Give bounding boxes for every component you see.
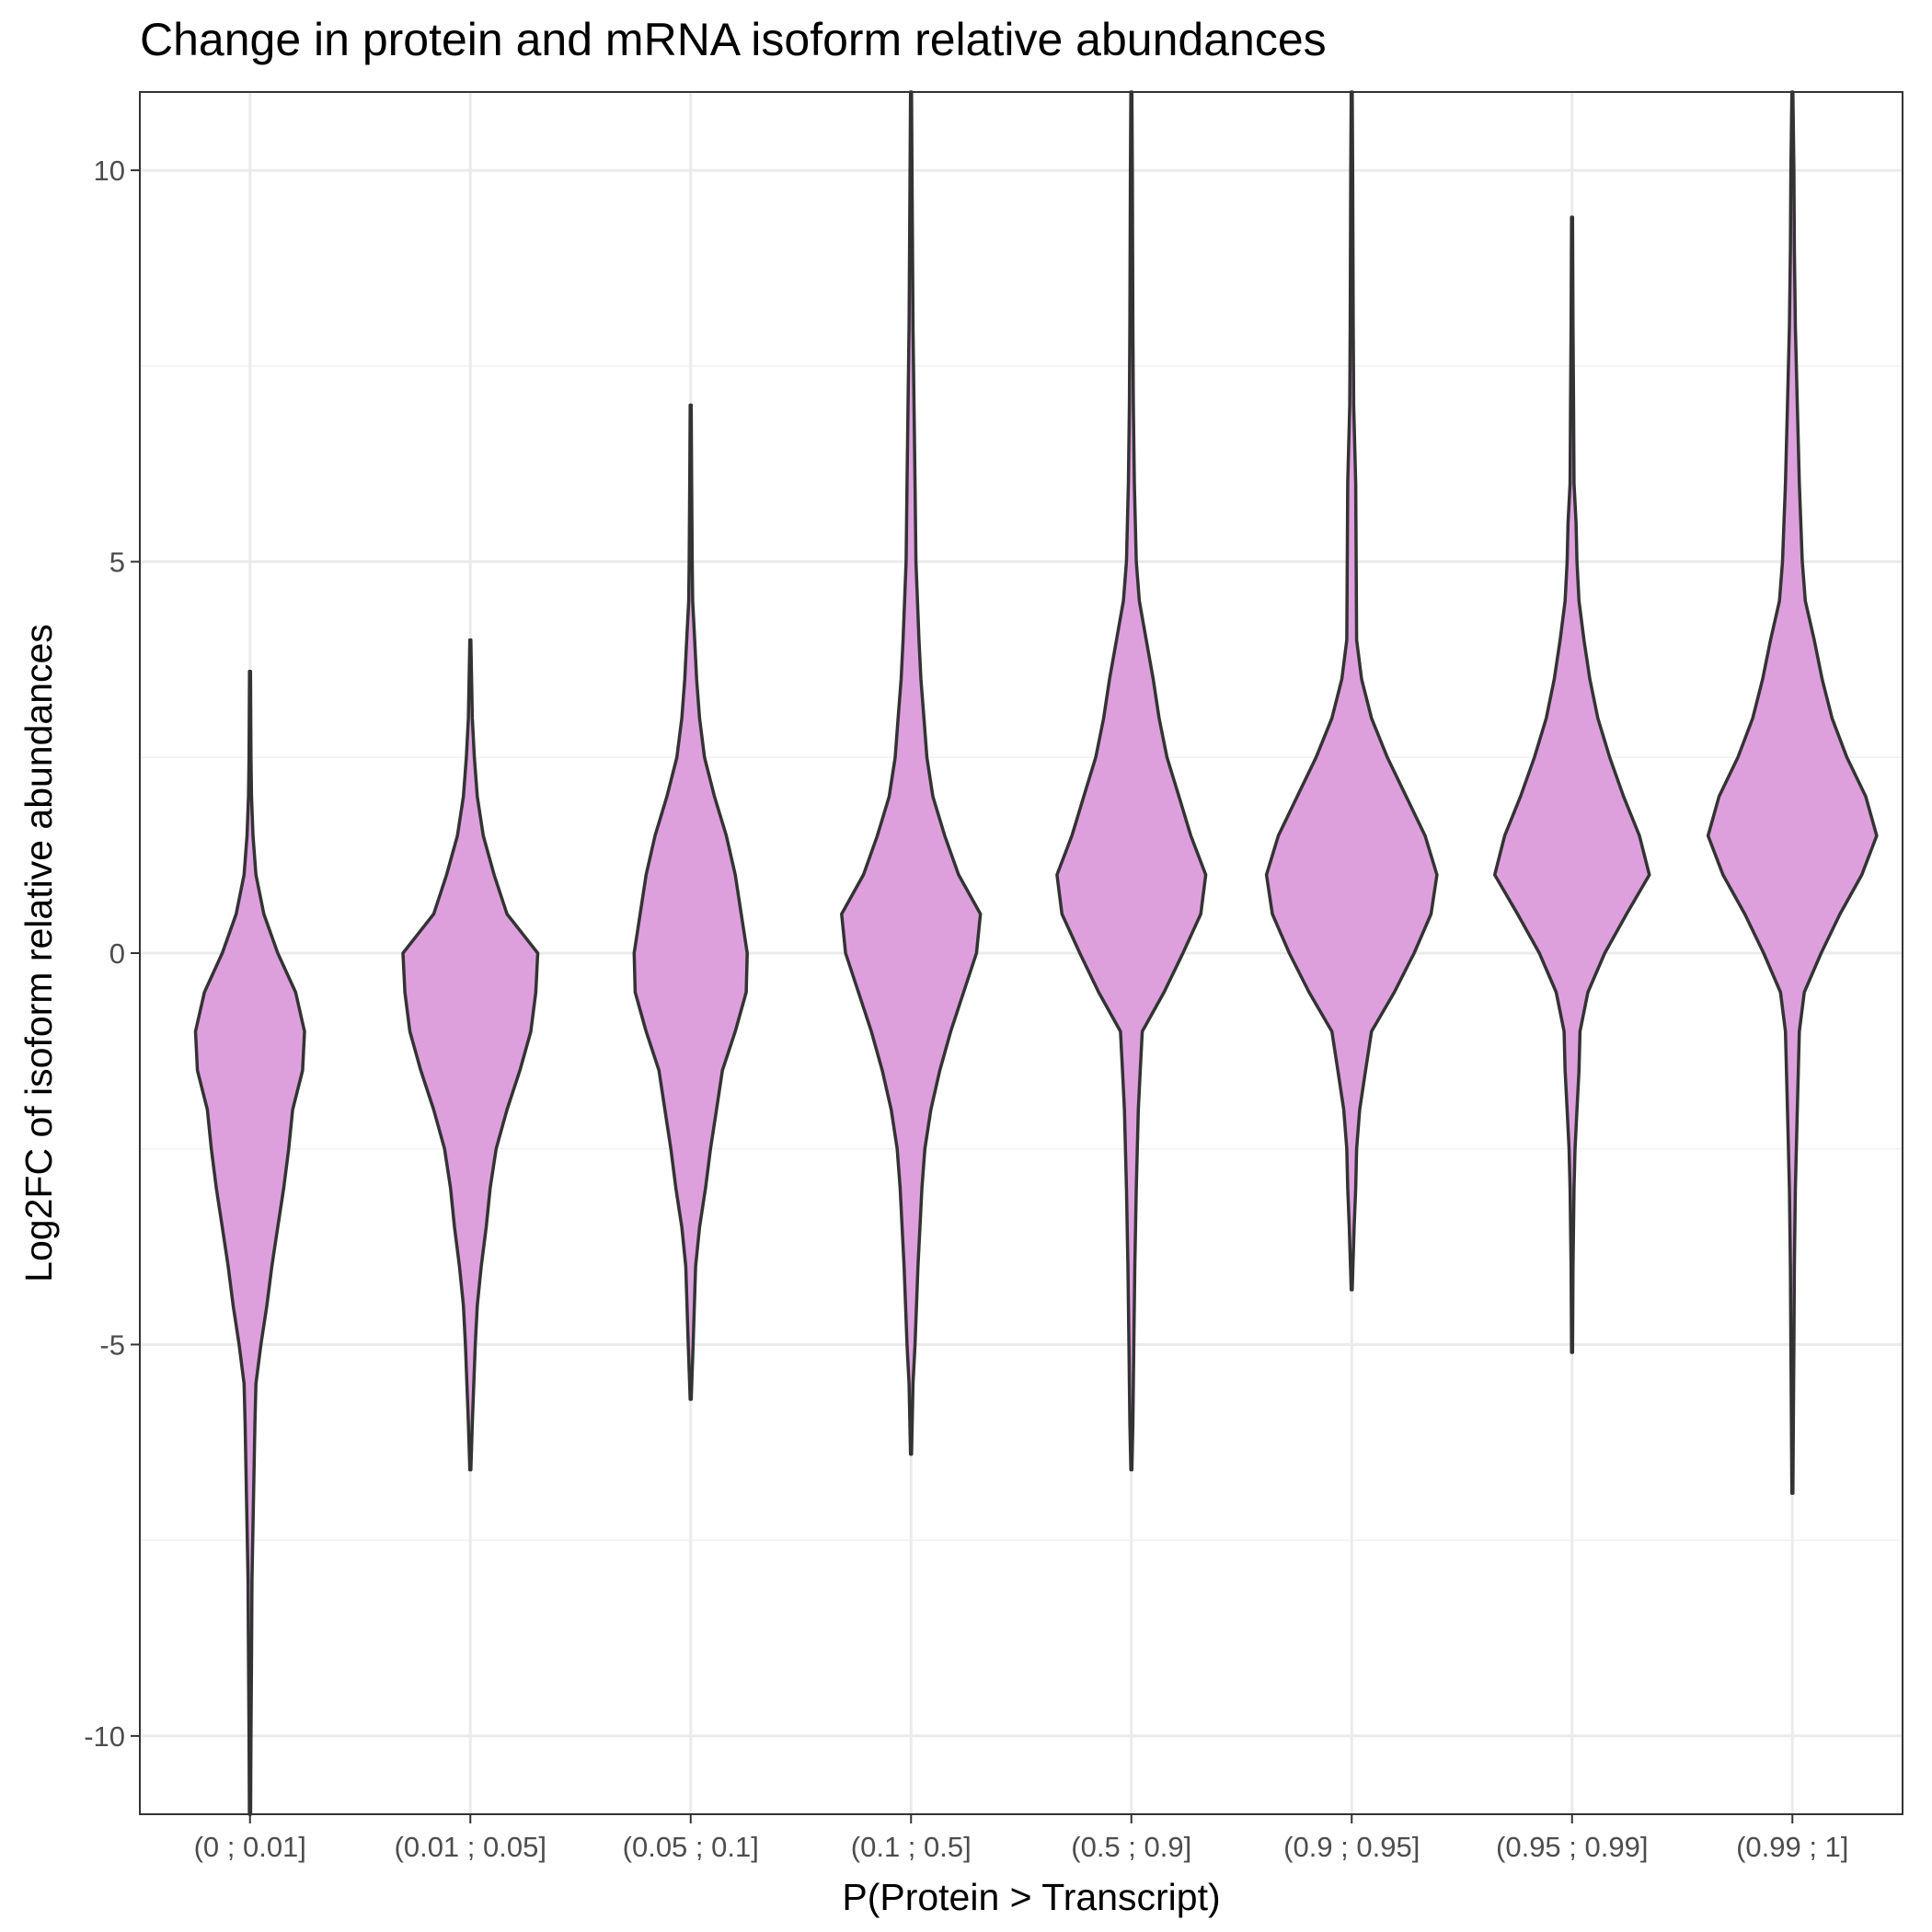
x-tick-label: (0.05 ; 0.1] bbox=[623, 1831, 759, 1863]
y-tick-label: 5 bbox=[109, 546, 125, 579]
plot-area: -10 -5 0 5 10 (0 ; 0.01] (0.01 ; 0.05] (0.05 ; … bbox=[84, 90, 1903, 1863]
x-tick-label: (0.9 ; 0.95] bbox=[1283, 1831, 1420, 1863]
y-tick-label: 10 bbox=[94, 155, 125, 187]
y-axis-title: Log2FC of isoform relative abundances bbox=[17, 624, 60, 1282]
violin-5 bbox=[1055, 90, 1208, 1472]
violin-6 bbox=[1264, 90, 1439, 1292]
violin-1 bbox=[193, 669, 306, 1816]
x-tick-label: (0.01 ; 0.05] bbox=[395, 1831, 546, 1863]
x-tick-label: (0.95 ; 0.99] bbox=[1496, 1831, 1648, 1863]
x-tick-label: (0.99 ; 1] bbox=[1736, 1831, 1848, 1863]
x-tick-label: (0 ; 0.01] bbox=[194, 1831, 306, 1863]
y-tick-label: -10 bbox=[84, 1720, 125, 1753]
violin-2 bbox=[401, 638, 540, 1472]
violin-4 bbox=[840, 90, 983, 1456]
y-tick-label: -5 bbox=[99, 1328, 125, 1361]
chart-title: Change in protein and mRNA isoform relat… bbox=[140, 14, 1327, 65]
violin-7 bbox=[1492, 215, 1651, 1354]
x-axis-title: P(Protein > Transcript) bbox=[842, 1876, 1220, 1918]
violin-8 bbox=[1706, 90, 1879, 1495]
x-tick-label: (0.5 ; 0.9] bbox=[1071, 1831, 1191, 1863]
y-tick-label: 0 bbox=[109, 937, 125, 970]
violin-3 bbox=[632, 403, 749, 1401]
x-tick-label: (0.1 ; 0.5] bbox=[851, 1831, 972, 1863]
